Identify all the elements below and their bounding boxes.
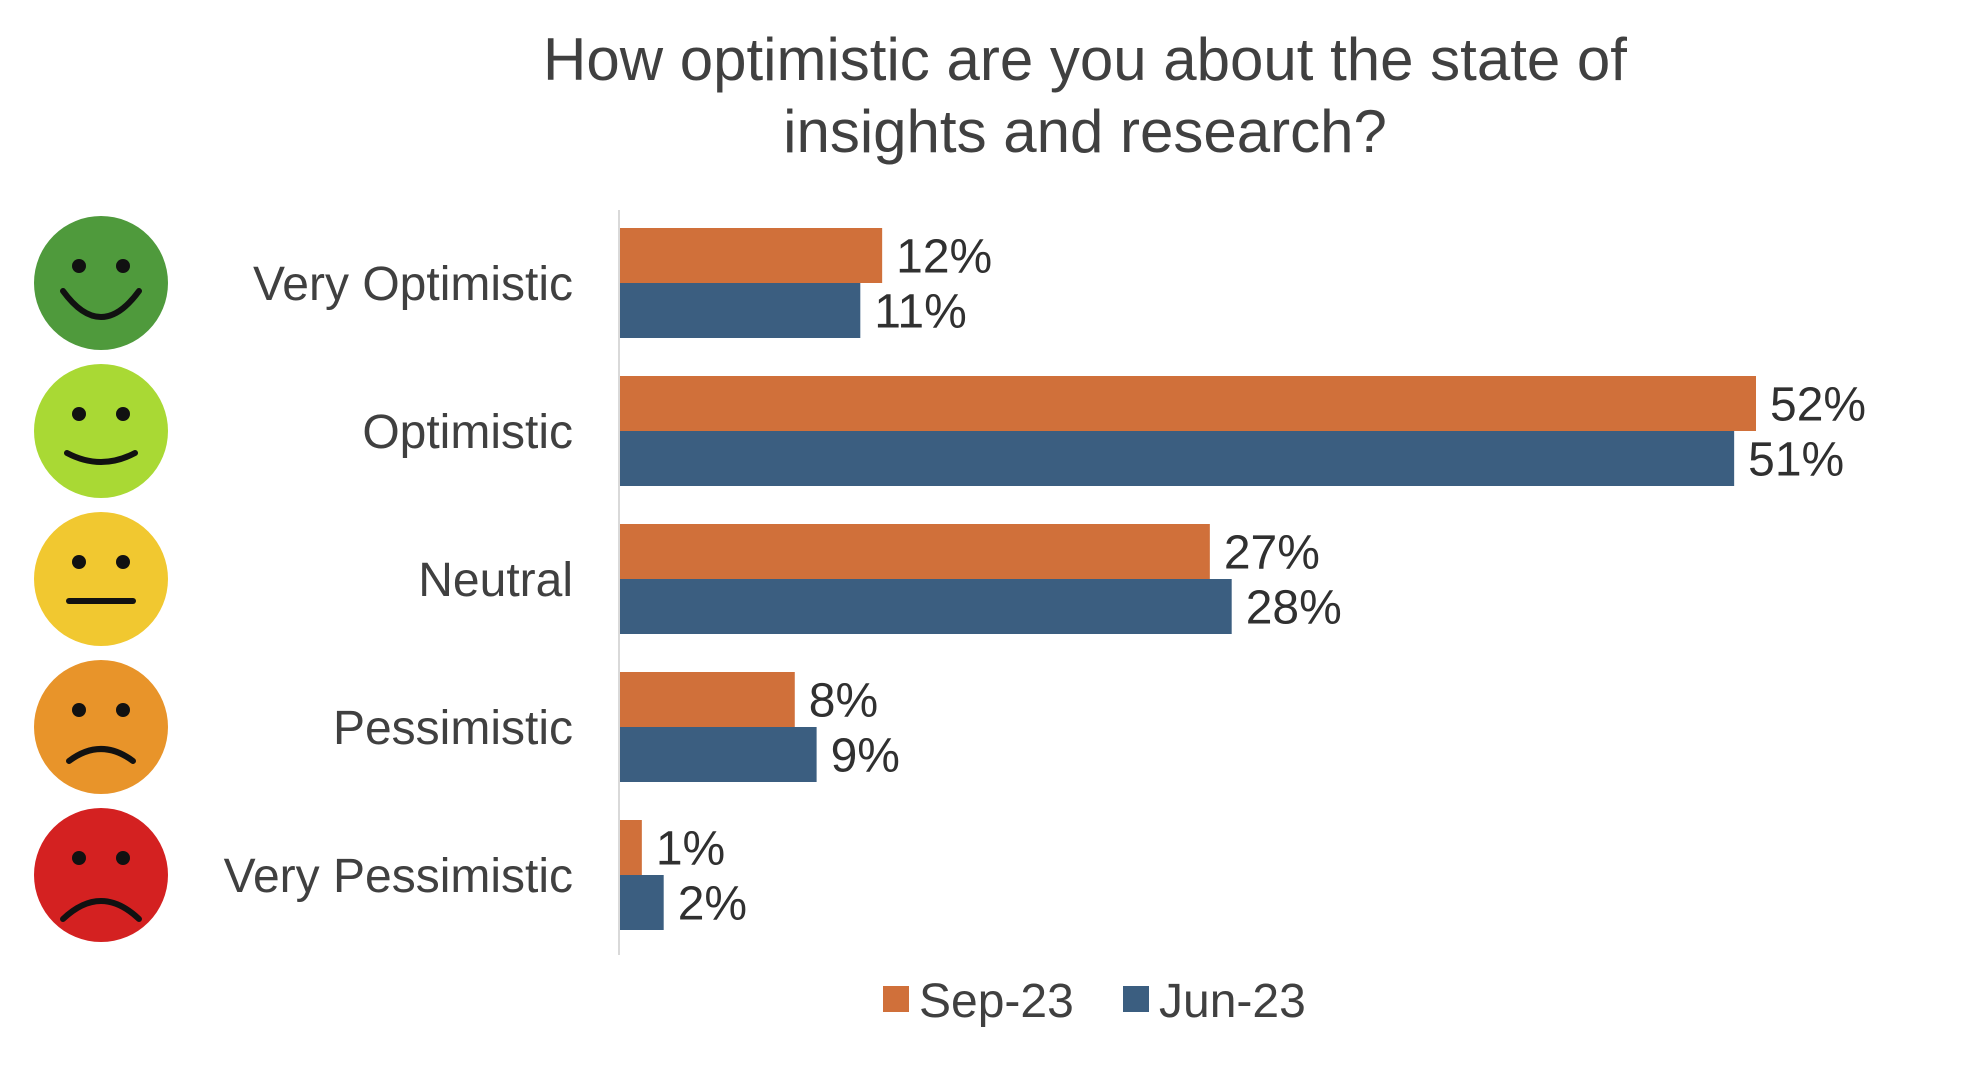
- value-label-sep-23-4: 1%: [656, 823, 725, 876]
- value-label-jun-23-0: 11%: [874, 286, 967, 339]
- value-label-jun-23-2: 28%: [1246, 582, 1342, 635]
- bar-jun-23-1: [620, 431, 1735, 486]
- happy-face-icon: [34, 364, 168, 498]
- value-label-sep-23-1: 52%: [1770, 379, 1866, 432]
- bar-sep-23-3: [620, 672, 795, 727]
- category-label-0: Very Optimistic: [253, 258, 573, 311]
- value-label-sep-23-0: 12%: [896, 231, 992, 284]
- neutral-face-icon: [34, 512, 168, 646]
- bar-sep-23-0: [620, 228, 883, 283]
- value-label-sep-23-2: 27%: [1224, 527, 1320, 580]
- category-label-1: Optimistic: [362, 406, 573, 459]
- category-icons: [34, 216, 168, 942]
- chart-title-line-1: How optimistic are you about the state o…: [543, 26, 1627, 93]
- legend-label-jun-23: Jun-23: [1159, 975, 1306, 1028]
- sad-face-icon: [34, 660, 168, 794]
- bar-sep-23-4: [620, 820, 642, 875]
- value-label-jun-23-1: 51%: [1748, 434, 1844, 487]
- bar-sep-23-2: [620, 524, 1210, 579]
- bar-jun-23-3: [620, 727, 817, 782]
- category-label-2: Neutral: [418, 554, 573, 607]
- bar-sep-23-1: [620, 376, 1756, 431]
- category-labels: Very Optimistic Optimistic Neutral Pessimis…: [224, 258, 573, 903]
- value-label-sep-23-3: 8%: [809, 675, 878, 728]
- value-labels: 12%11% 52%51% 27%28% 8%9% 1%2%: [656, 231, 1866, 931]
- legend: Sep-23 Jun-23: [883, 975, 1306, 1028]
- legend-label-sep-23: Sep-23: [919, 975, 1074, 1028]
- category-label-4: Very Pessimistic: [224, 850, 573, 903]
- chart-title-line-2: insights and research?: [783, 98, 1387, 165]
- value-label-jun-23-4: 2%: [678, 878, 747, 931]
- chart-title: How optimistic are you about the state o…: [543, 26, 1627, 165]
- bar-jun-23-0: [620, 283, 861, 338]
- legend-swatch-sep-23: [883, 986, 909, 1012]
- legend-swatch-jun-23: [1123, 986, 1149, 1012]
- bar-jun-23-2: [620, 579, 1232, 634]
- category-label-3: Pessimistic: [333, 702, 573, 755]
- very-happy-face-icon: [34, 216, 168, 350]
- bars: [620, 228, 1756, 930]
- value-label-jun-23-3: 9%: [831, 730, 900, 783]
- bar-jun-23-4: [620, 875, 664, 930]
- very-sad-face-icon: [34, 808, 168, 942]
